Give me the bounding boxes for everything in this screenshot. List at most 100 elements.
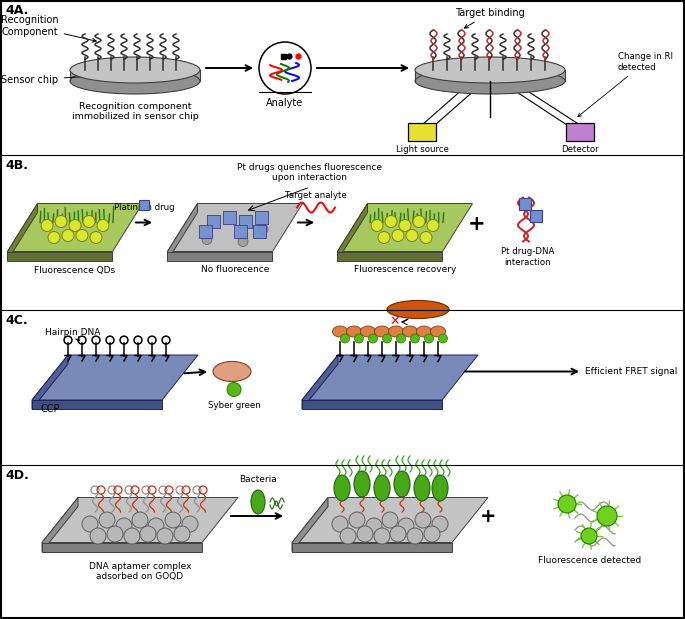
Circle shape xyxy=(366,518,382,534)
Text: Target binding: Target binding xyxy=(455,8,525,28)
Circle shape xyxy=(357,526,373,542)
Text: Change in RI
detected: Change in RI detected xyxy=(578,52,673,116)
Text: Exonuclease: Exonuclease xyxy=(394,305,442,314)
Bar xyxy=(253,225,266,238)
Ellipse shape xyxy=(415,57,565,83)
Circle shape xyxy=(69,220,81,232)
Polygon shape xyxy=(42,498,238,542)
Circle shape xyxy=(332,516,348,532)
Circle shape xyxy=(369,334,377,343)
Bar xyxy=(199,225,212,238)
Text: Pt drugs quenches fluorescence
upon interaction: Pt drugs quenches fluorescence upon inte… xyxy=(238,163,382,183)
Ellipse shape xyxy=(416,326,432,337)
Polygon shape xyxy=(42,498,78,552)
Circle shape xyxy=(371,220,383,232)
Ellipse shape xyxy=(394,471,410,497)
Text: Detector: Detector xyxy=(561,145,599,154)
Text: NFkB: NFkB xyxy=(222,367,242,376)
Circle shape xyxy=(62,230,74,241)
Text: Sensor chip: Sensor chip xyxy=(1,72,121,85)
Ellipse shape xyxy=(334,475,350,501)
Circle shape xyxy=(97,220,109,232)
Text: Fluorescence detected: Fluorescence detected xyxy=(538,556,642,565)
Circle shape xyxy=(581,528,597,544)
Ellipse shape xyxy=(70,68,200,94)
Circle shape xyxy=(420,232,432,243)
Circle shape xyxy=(415,512,431,528)
Circle shape xyxy=(82,516,98,532)
Polygon shape xyxy=(32,400,162,409)
Circle shape xyxy=(425,334,434,343)
Ellipse shape xyxy=(414,475,430,501)
Polygon shape xyxy=(168,204,303,251)
Circle shape xyxy=(398,518,414,534)
FancyBboxPatch shape xyxy=(415,70,565,81)
Polygon shape xyxy=(42,542,202,552)
Bar xyxy=(566,123,594,141)
Polygon shape xyxy=(292,542,452,552)
Ellipse shape xyxy=(375,326,390,337)
Text: Fluorescence recovery: Fluorescence recovery xyxy=(354,266,456,274)
Circle shape xyxy=(48,232,60,243)
Bar xyxy=(139,199,149,209)
Circle shape xyxy=(55,215,67,228)
Polygon shape xyxy=(168,251,273,261)
Ellipse shape xyxy=(347,326,362,337)
Text: 4A.: 4A. xyxy=(5,4,28,17)
Circle shape xyxy=(392,230,404,241)
Bar xyxy=(255,210,268,223)
Circle shape xyxy=(407,528,423,544)
Ellipse shape xyxy=(415,68,565,94)
Text: +: + xyxy=(479,506,496,526)
Circle shape xyxy=(227,383,241,397)
Bar xyxy=(239,215,252,228)
Circle shape xyxy=(107,526,123,542)
Bar xyxy=(408,123,436,141)
Circle shape xyxy=(165,512,181,528)
Text: Target analyte: Target analyte xyxy=(285,191,347,199)
Ellipse shape xyxy=(432,475,448,501)
Circle shape xyxy=(140,526,156,542)
Circle shape xyxy=(259,42,311,94)
Polygon shape xyxy=(292,498,488,542)
Circle shape xyxy=(238,236,248,246)
Circle shape xyxy=(116,518,132,534)
Bar xyxy=(519,197,531,209)
Ellipse shape xyxy=(332,326,347,337)
Text: CCP: CCP xyxy=(40,404,60,413)
Circle shape xyxy=(397,334,406,343)
Ellipse shape xyxy=(388,326,403,337)
Circle shape xyxy=(99,512,115,528)
Text: Pt drug-DNA
interaction: Pt drug-DNA interaction xyxy=(501,248,555,267)
Circle shape xyxy=(406,230,418,241)
Circle shape xyxy=(83,215,95,228)
Circle shape xyxy=(258,225,268,235)
Circle shape xyxy=(424,526,440,542)
Circle shape xyxy=(382,334,392,343)
Circle shape xyxy=(132,512,148,528)
Text: Bacteria: Bacteria xyxy=(239,475,277,484)
Text: Hairpin DNA: Hairpin DNA xyxy=(45,328,101,340)
Circle shape xyxy=(438,334,447,343)
Text: DNA aptamer complex
adsorbed on GOQD: DNA aptamer complex adsorbed on GOQD xyxy=(89,562,191,581)
Circle shape xyxy=(378,232,390,243)
Bar xyxy=(207,215,220,228)
Bar xyxy=(281,54,286,59)
Text: No fluorecence: No fluorecence xyxy=(201,266,269,274)
Ellipse shape xyxy=(430,326,445,337)
Text: +: + xyxy=(468,214,486,233)
Circle shape xyxy=(410,334,419,343)
Ellipse shape xyxy=(403,326,417,337)
Ellipse shape xyxy=(213,361,251,381)
Ellipse shape xyxy=(354,471,370,497)
Polygon shape xyxy=(302,355,478,400)
Circle shape xyxy=(355,334,364,343)
Circle shape xyxy=(182,516,198,532)
Text: Platinum drug: Platinum drug xyxy=(114,202,174,212)
Circle shape xyxy=(413,215,425,228)
Polygon shape xyxy=(302,355,338,409)
Circle shape xyxy=(76,230,88,241)
Polygon shape xyxy=(168,204,197,261)
Ellipse shape xyxy=(251,490,265,514)
Polygon shape xyxy=(292,498,328,552)
